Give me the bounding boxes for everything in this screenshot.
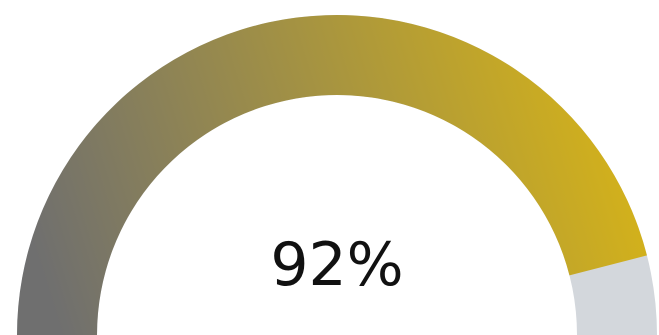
gauge-value-label: 92% — [270, 230, 403, 300]
gauge-fill — [17, 15, 647, 335]
